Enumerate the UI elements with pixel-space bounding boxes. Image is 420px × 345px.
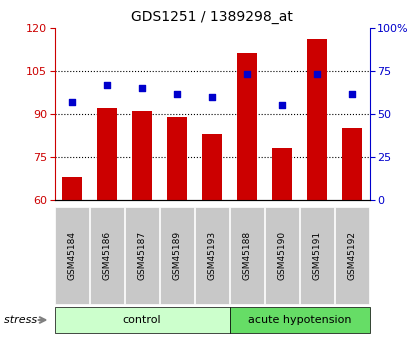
Bar xyxy=(237,53,257,200)
Text: stress: stress xyxy=(4,315,41,325)
Point xyxy=(314,71,320,76)
Point xyxy=(279,102,286,108)
Bar xyxy=(168,117,187,200)
Point xyxy=(244,71,250,76)
Point xyxy=(209,94,215,99)
Text: GSM45191: GSM45191 xyxy=(312,231,322,280)
Bar xyxy=(307,39,327,200)
Text: GSM45188: GSM45188 xyxy=(243,231,252,280)
Bar xyxy=(132,111,152,200)
Text: GSM45193: GSM45193 xyxy=(207,231,217,280)
Title: GDS1251 / 1389298_at: GDS1251 / 1389298_at xyxy=(131,10,293,24)
Text: acute hypotension: acute hypotension xyxy=(248,315,352,325)
Bar xyxy=(273,148,292,200)
Point xyxy=(104,82,110,88)
Point xyxy=(69,100,76,105)
Bar xyxy=(63,177,82,200)
Bar xyxy=(202,134,222,200)
Text: GSM45190: GSM45190 xyxy=(278,231,286,280)
Text: GSM45189: GSM45189 xyxy=(173,231,181,280)
Text: GSM45186: GSM45186 xyxy=(102,231,112,280)
Point xyxy=(139,85,145,91)
Bar xyxy=(342,128,362,200)
Text: GSM45187: GSM45187 xyxy=(138,231,147,280)
Bar xyxy=(97,108,117,200)
Point xyxy=(174,91,181,97)
Point xyxy=(349,91,355,97)
Text: GSM45192: GSM45192 xyxy=(348,231,357,280)
Text: control: control xyxy=(123,315,161,325)
Text: GSM45184: GSM45184 xyxy=(68,231,76,280)
